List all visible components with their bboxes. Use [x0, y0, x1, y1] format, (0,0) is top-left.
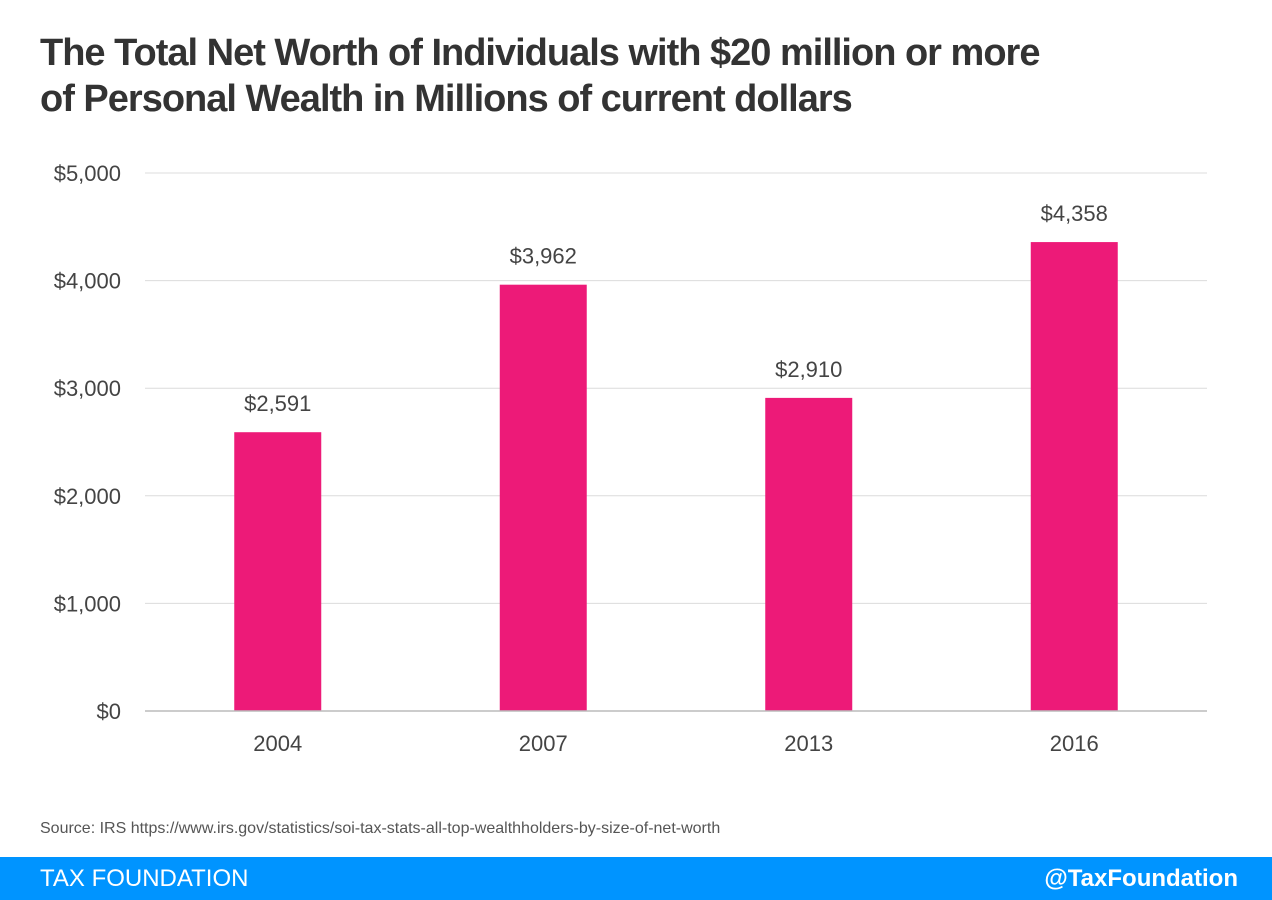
value-label-2016: $4,358 — [1041, 201, 1108, 226]
chart-title-line-2: of Personal Wealth in Millions of curren… — [40, 78, 853, 120]
social-handle: @TaxFoundation — [1044, 865, 1238, 892]
y-tick-label: $5,000 — [54, 161, 121, 186]
bar-2007 — [499, 284, 587, 711]
x-tick-label-2016: 2016 — [1050, 731, 1099, 756]
y-tick-label: $4,000 — [54, 269, 121, 294]
value-label-2004: $2,591 — [244, 391, 311, 416]
chart-title: The Total Net Worth of Individuals with … — [40, 30, 1220, 122]
brand-name: TAX FOUNDATION — [40, 865, 249, 892]
source-note: Source: IRS https://www.irs.gov/statisti… — [40, 820, 721, 837]
y-axis-ticks: $0 $1,000 $2,000 $3,000 $4,000 $5,000 — [54, 161, 121, 724]
x-tick-label-2007: 2007 — [519, 731, 568, 756]
bar-2013 — [765, 397, 853, 711]
chart-title-line-1: The Total Net Worth of Individuals with … — [40, 32, 1040, 74]
grid-lines — [145, 172, 1207, 604]
value-label-2013: $2,910 — [775, 357, 842, 382]
y-tick-label: $1,000 — [54, 591, 121, 616]
y-tick-label: $3,000 — [54, 376, 121, 401]
value-label-2007: $3,962 — [510, 244, 577, 269]
x-tick-label-2004: 2004 — [253, 731, 302, 756]
value-labels: $2,591 $3,962 $2,910 $4,358 — [244, 201, 1108, 416]
x-axis-ticks: 2004 2007 2013 2016 — [253, 731, 1098, 756]
bar-2004 — [234, 432, 322, 711]
bar-2016 — [1030, 242, 1118, 711]
y-tick-label: $2,000 — [54, 484, 121, 509]
x-tick-label-2013: 2013 — [784, 731, 833, 756]
footer-bar: TAX FOUNDATION @TaxFoundation — [0, 857, 1272, 900]
bars — [234, 242, 1118, 711]
y-tick-label: $0 — [97, 699, 121, 724]
bar-chart: $0$1,000$2,000$3,000$4,000$5,000 $2,591$… — [54, 161, 1207, 756]
